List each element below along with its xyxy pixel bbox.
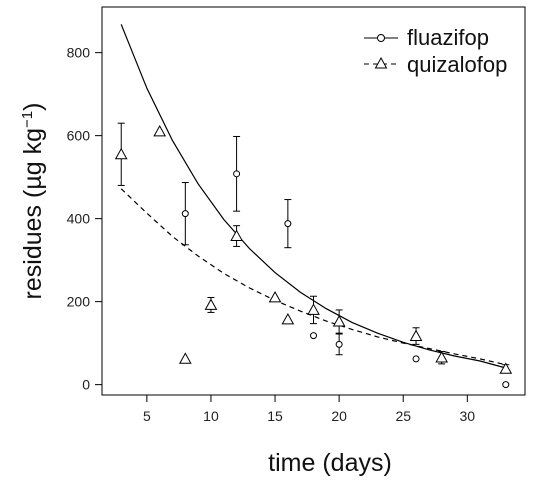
point-fluazifop	[310, 332, 317, 340]
point-fluazifop	[412, 355, 420, 363]
point-quizalofop	[435, 351, 449, 363]
legend-marker-fluazifop	[377, 34, 385, 42]
point-quizalofop	[332, 315, 346, 327]
point-quizalofop	[268, 290, 282, 303]
legend: fluazifop quizalofop	[364, 25, 507, 77]
x-tick-label: 20	[331, 408, 347, 424]
point-fluazifop	[233, 170, 241, 178]
point-quizalofop	[409, 329, 423, 341]
x-axis: 5 10 15 20 25 30	[143, 395, 475, 424]
x-tick-label: 30	[460, 408, 476, 424]
point-fluazifop	[284, 220, 292, 228]
y-axis-title: residues (µg kg−1)	[19, 103, 47, 300]
y-tick-label: 0	[82, 377, 90, 393]
point-fluazifop	[181, 210, 189, 218]
x-tick-label: 15	[267, 408, 283, 424]
y-axis-title-close: )	[19, 103, 47, 111]
y-axis: 0 200 400 600 800	[67, 45, 102, 393]
x-tick-label: 10	[203, 408, 219, 424]
legend-label-quizalofop: quizalofop	[407, 52, 507, 77]
y-axis-title-main: residues (µg kg	[19, 128, 47, 299]
point-quizalofop	[307, 303, 320, 315]
y-axis-title-exponent: −1	[19, 111, 36, 128]
y-tick-label: 800	[67, 45, 91, 61]
plot-frame	[101, 6, 526, 396]
point-quizalofop	[230, 229, 243, 241]
point-fluazifop	[335, 340, 343, 348]
point-quizalofop	[178, 352, 192, 364]
point-quizalofop	[499, 362, 513, 374]
x-tick-label: 5	[143, 408, 151, 424]
data-markers	[114, 124, 513, 389]
point-fluazifop	[502, 381, 510, 389]
legend-label-fluazifop: fluazifop	[407, 25, 489, 50]
y-tick-label: 200	[67, 294, 91, 310]
y-tick-label: 600	[67, 128, 91, 144]
point-quizalofop	[204, 298, 218, 310]
point-quizalofop	[153, 124, 167, 137]
point-quizalofop	[281, 312, 295, 325]
x-tick-label: 25	[395, 408, 411, 424]
y-tick-label: 400	[67, 211, 91, 227]
point-quizalofop	[114, 147, 128, 160]
legend-marker-quizalofop	[374, 56, 388, 69]
x-axis-title: time (days)	[268, 449, 392, 477]
